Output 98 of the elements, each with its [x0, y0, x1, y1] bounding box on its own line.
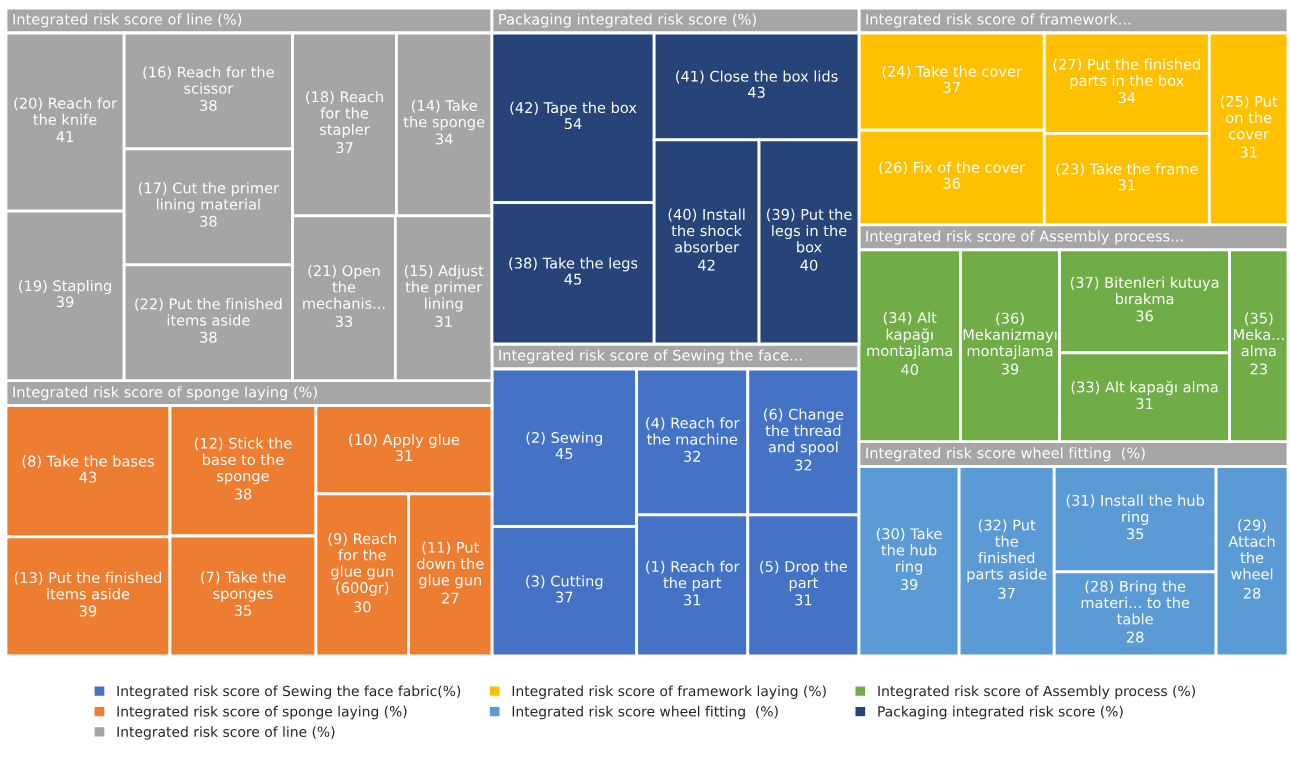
category-label: (40) Install the shock absorber — [668, 208, 745, 253]
category-label: (27) Put the finished parts in the box — [1053, 58, 1200, 89]
data-label: 23 — [1250, 363, 1267, 375]
category-label: (11) Put down the glue gun — [417, 541, 484, 589]
category-label: (13) Put the finished items aside — [14, 571, 162, 600]
data-label: 40 — [901, 364, 919, 376]
data-label: 32 — [684, 450, 701, 462]
data-label: 37 — [943, 81, 960, 93]
category-label: (41) Close the box lids — [676, 70, 838, 84]
category-label: (42) Tape the box — [510, 101, 637, 116]
category-label: (39) Put the legs in the box — [766, 208, 852, 253]
category-label: (10) Apply glue — [349, 433, 460, 448]
category-label: (17) Cut the primer lining material — [138, 182, 280, 213]
data-label: 37 — [336, 142, 353, 154]
category-label: (21) Open the mechanis... — [303, 264, 385, 309]
data-label: 40 — [800, 259, 818, 271]
category-label: (32) Put the finished parts aside — [967, 519, 1047, 583]
category-label: (7) Take the sponges — [201, 571, 286, 602]
category-label: (37) Bitenleri kutuya bırakma — [1070, 276, 1219, 305]
category-label: (8) Take the bases — [22, 455, 154, 469]
data-label: 41 — [56, 131, 74, 142]
data-label: 39 — [79, 605, 97, 617]
category-label: (34) Alt kapağı montajlama — [867, 311, 953, 359]
category-label: (29) Attach the wheel — [1228, 519, 1275, 580]
category-label: (28) Bring the materi... to the table — [1081, 580, 1190, 625]
data-label: 31 — [795, 594, 812, 606]
data-label: 45 — [555, 448, 573, 460]
text: Integrated risk score of Sewing the face... — [499, 349, 802, 364]
category-label: (1) Reach for the part — [646, 560, 740, 592]
data-label: 38 — [200, 215, 217, 227]
category-label: (3) Cutting — [526, 575, 603, 590]
data-label: 38 — [200, 99, 217, 111]
category-label: (4) Reach for the machine — [646, 417, 740, 445]
data-label: 37 — [998, 587, 1015, 599]
data-label: 28 — [1243, 587, 1261, 599]
text: Integrated risk score of line (%) — [13, 13, 242, 28]
data-label: 27 — [442, 592, 459, 604]
data-label: 34 — [1118, 92, 1136, 104]
category-label: (14) Take the sponge — [403, 99, 485, 131]
category-label: (35) Meka... alma — [1233, 312, 1284, 357]
data-label: 35 — [234, 604, 251, 616]
data-label: 38 — [200, 331, 217, 343]
category-label: (24) Take the cover — [882, 65, 1022, 79]
legend-label: Packaging integrated risk score (%) — [878, 705, 1123, 720]
category-label: (2) Sewing — [526, 431, 602, 446]
legend-label: Integrated risk score of Assembly process (%) — [878, 685, 1195, 699]
data-label: 33 — [335, 315, 353, 327]
data-label: 31 — [1240, 146, 1257, 158]
category-label: (5) Drop the part — [760, 560, 848, 592]
data-label: 42 — [698, 259, 715, 271]
category-label: (9) Reach for the glue gun (600gr) — [328, 532, 397, 596]
category-label: (23) Take the frame — [1056, 163, 1198, 177]
category-label: (22) Put the finished items aside — [135, 298, 282, 326]
category-label: (26) Fix of the cover — [879, 161, 1026, 175]
legend-label: Integrated risk score of line (%) — [117, 726, 335, 740]
category-label: (15) Adjust the primer lining — [404, 264, 484, 312]
category-label: (12) Stick the base to the sponge — [194, 437, 292, 485]
data-label: 31 — [395, 450, 412, 462]
data-label: 37 — [556, 591, 573, 603]
legend-label: Integrated risk score of framework laying (%) — [512, 685, 826, 699]
category-label: (38) Take the legs — [509, 257, 638, 272]
data-label: 31 — [1136, 398, 1153, 410]
data-label: 36 — [943, 177, 960, 189]
category-label: (31) Install the hub ring — [1066, 494, 1205, 526]
data-label: 35 — [1126, 528, 1144, 540]
data-label: 39 — [1001, 363, 1019, 375]
category-label: (30) Take the hub ring — [876, 527, 942, 575]
data-label: 31 — [684, 594, 701, 606]
text: Integrated risk score wheel fitting (%) — [866, 447, 1145, 462]
text: Integrated risk score of sponge laying (%) — [13, 386, 317, 401]
text: Packaging integrated risk score (%) — [499, 13, 756, 28]
data-label: 31 — [1118, 179, 1135, 191]
data-label: 45 — [564, 273, 582, 285]
category-label: (19) Stapling — [19, 279, 111, 295]
category-label: (36) Mekanizmayı montajlama — [963, 312, 1057, 360]
category-label: (25) Put on the cover — [1220, 95, 1278, 140]
text: Integrated risk score of Assembly process... — [866, 230, 1183, 245]
legend-label: Integrated risk score of sponge laying (%) — [117, 705, 407, 720]
data-label: 54 — [564, 118, 582, 130]
data-label: 36 — [1136, 310, 1153, 322]
text: Integrated risk score of framework... — [866, 13, 1131, 28]
data-label: 39 — [56, 296, 74, 308]
data-label: 38 — [234, 488, 252, 500]
data-label: 39 — [900, 579, 918, 591]
data-label: 32 — [795, 459, 812, 471]
category-label: (20) Reach for the knife — [14, 97, 118, 126]
category-label: (16) Reach for the scissor — [143, 66, 274, 94]
data-label: 28 — [1126, 631, 1144, 643]
category-label: (6) Change the thread and spool — [764, 408, 844, 456]
data-label: 31 — [435, 315, 452, 327]
legend-label: Integrated risk score wheel fitting (%) — [512, 705, 778, 720]
legend-label: Integrated risk score of Sewing the face fabric(%) — [117, 685, 461, 699]
data-label: 30 — [354, 601, 371, 613]
category-label: (18) Reach for the stapler — [306, 91, 383, 138]
data-label: 34 — [436, 133, 453, 145]
data-label: 43 — [748, 86, 765, 98]
data-label: 43 — [79, 471, 97, 483]
category-label: (33) Alt kapağı alma — [1071, 380, 1218, 396]
